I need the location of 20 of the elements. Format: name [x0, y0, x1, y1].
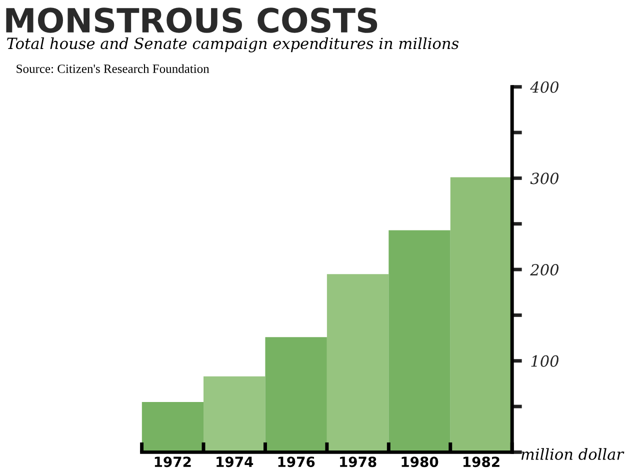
x-tick-label: 1982 — [463, 456, 500, 468]
y-tick-label: 300 — [530, 172, 559, 184]
y-tick-label: 400 — [530, 81, 559, 93]
x-tick-label: 1972 — [154, 456, 191, 468]
bar — [204, 376, 266, 452]
y-tick-label: 100 — [531, 355, 559, 367]
bar — [326, 274, 389, 452]
bar — [388, 230, 450, 452]
bar — [450, 177, 512, 452]
x-tick-label: 1974 — [216, 456, 254, 468]
bar — [142, 402, 204, 452]
source-note: Source: Citizen's Research Foundation — [16, 64, 210, 74]
x-tick-label: 1980 — [402, 456, 438, 468]
chart-subtitle: Total house and Senate campaign expenditures in millions — [7, 37, 459, 52]
y-axis-title: million dollar — [521, 448, 624, 460]
y-tick-label: 200 — [530, 264, 559, 276]
x-tick-label: 1976 — [278, 456, 315, 468]
x-tick-label: 1978 — [340, 456, 376, 468]
chart-title: MONSTROUS COSTS — [6, 8, 378, 33]
bar — [265, 337, 327, 452]
